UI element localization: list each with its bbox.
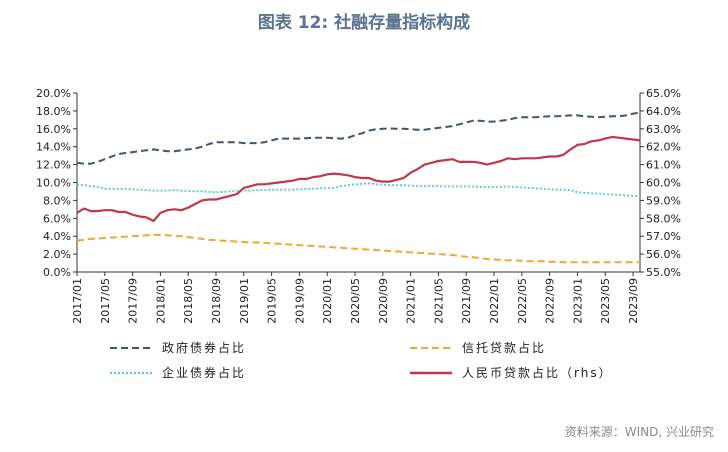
x-tick-label: 2017/01 bbox=[71, 278, 84, 324]
y-left-tick-label: 18.0% bbox=[36, 105, 71, 118]
y-right-tick-label: 60.0% bbox=[646, 177, 681, 190]
series-lines bbox=[76, 111, 641, 264]
series-line-2 bbox=[76, 182, 641, 198]
y-right-tick-label: 56.0% bbox=[646, 248, 681, 261]
series-line-0 bbox=[76, 111, 641, 165]
y-left-tick-label: 4.0% bbox=[43, 230, 71, 243]
x-tick-label: 2019/05 bbox=[266, 278, 279, 324]
x-tick-label: 2017/05 bbox=[99, 278, 112, 324]
y-left-tick-label: 0.0% bbox=[43, 266, 71, 279]
y-left-tick-label: 6.0% bbox=[43, 212, 71, 225]
x-tick-label: 2019/09 bbox=[293, 278, 306, 324]
x-tick-label: 2021/09 bbox=[460, 278, 473, 324]
x-tick-label: 2022/05 bbox=[516, 278, 529, 324]
x-tick-label: 2018/01 bbox=[154, 278, 167, 324]
y-right-tick-label: 57.0% bbox=[646, 230, 681, 243]
series-line-3 bbox=[76, 135, 641, 223]
x-tick-label: 2018/05 bbox=[182, 278, 195, 324]
y-right-tick-label: 63.0% bbox=[646, 123, 681, 136]
chart-title: 图表 12: 社融存量指标构成 bbox=[257, 13, 471, 33]
x-tick-label: 2020/09 bbox=[377, 278, 390, 324]
x-tick-label: 2019/01 bbox=[238, 278, 251, 324]
y-left-tick-label: 20.0% bbox=[36, 87, 71, 100]
legend-label: 政府债券占比 bbox=[162, 340, 246, 355]
x-tick-label: 2023/01 bbox=[571, 278, 584, 324]
y-left-tick-label: 16.0% bbox=[36, 123, 71, 136]
source-note: 资料来源：WIND, 兴业研究 bbox=[564, 425, 714, 439]
y-left-tick-label: 12.0% bbox=[36, 159, 71, 172]
x-tick-label: 2020/05 bbox=[349, 278, 362, 324]
y-right-tick-label: 65.0% bbox=[646, 87, 681, 100]
x-tick-label: 2023/05 bbox=[599, 278, 612, 324]
x-tick-label: 2021/05 bbox=[432, 278, 445, 324]
y-right-tick-label: 58.0% bbox=[646, 212, 681, 225]
y-right-tick-label: 61.0% bbox=[646, 159, 681, 172]
legend-label: 人民币贷款占比（rhs） bbox=[462, 365, 613, 380]
y-right-tick-label: 55.0% bbox=[646, 266, 681, 279]
x-tick-label: 2021/01 bbox=[405, 278, 418, 324]
x-tick-label: 2022/01 bbox=[488, 278, 501, 324]
y-right-tick-label: 64.0% bbox=[646, 105, 681, 118]
y-left-tick-label: 2.0% bbox=[43, 248, 71, 261]
y-right-tick-label: 62.0% bbox=[646, 141, 681, 154]
series-line-1 bbox=[76, 233, 640, 264]
legend-label: 企业债券占比 bbox=[162, 365, 246, 380]
y-left-tick-label: 8.0% bbox=[43, 194, 71, 207]
y-left-tick-label: 10.0% bbox=[36, 177, 71, 190]
y-right-tick-label: 59.0% bbox=[646, 194, 681, 207]
x-tick-label: 2018/09 bbox=[210, 278, 223, 324]
chart-axes: 0.0% 2.0% 4.0% 6.0% 8.0% 10.0% 12.0% 14.0% 16.0%… bbox=[36, 87, 681, 324]
x-tick-label: 2017/09 bbox=[127, 278, 140, 324]
x-tick-label: 2022/09 bbox=[544, 278, 557, 324]
legend-label: 信托贷款占比 bbox=[462, 340, 546, 355]
x-tick-label: 2023/09 bbox=[627, 278, 640, 324]
y-left-tick-label: 14.0% bbox=[36, 141, 71, 154]
x-tick-label: 2020/01 bbox=[321, 278, 334, 324]
